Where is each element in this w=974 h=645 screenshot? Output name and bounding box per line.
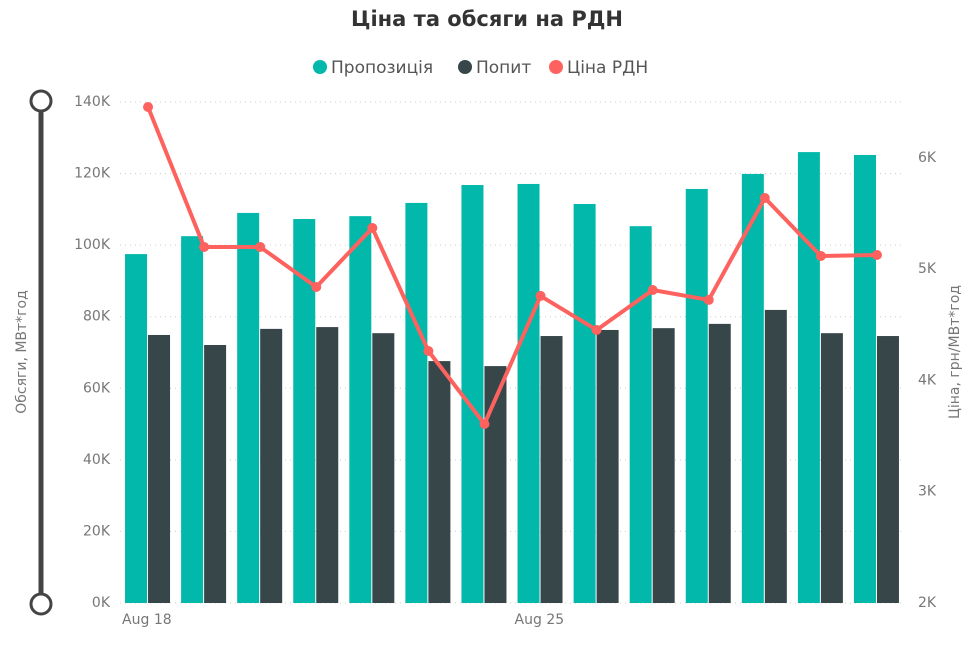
bar	[853, 154, 876, 603]
y2-tick-label: 5K	[918, 261, 937, 277]
line-point	[871, 249, 882, 260]
bar	[741, 173, 764, 603]
x-tick-label: Aug 18	[122, 612, 172, 628]
bar	[797, 152, 820, 603]
y-tick-label: 80K	[83, 309, 111, 325]
bar	[148, 334, 171, 603]
bar	[708, 323, 731, 603]
legend-label: Попит	[476, 58, 531, 78]
line	[146, 106, 877, 426]
line-point	[703, 294, 714, 305]
y2-tick-label: 4K	[918, 372, 937, 388]
legend-marker	[549, 60, 563, 74]
y2-tick-label: 6K	[918, 150, 937, 166]
y-tick-label: 0K	[92, 595, 111, 611]
bar	[181, 236, 204, 604]
bar	[820, 333, 843, 603]
bar	[876, 336, 899, 603]
y-tick-label: 40K	[83, 452, 111, 468]
legend-marker	[458, 60, 472, 74]
legend-label: Ціна РДН	[567, 58, 648, 78]
bar	[405, 202, 428, 603]
y-tick-label: 60K	[83, 380, 111, 396]
bar	[293, 219, 316, 603]
y2-tick-label: 2K	[918, 595, 937, 611]
line-point	[311, 282, 322, 293]
y-tick-label: 120K	[74, 166, 111, 182]
y-axis-title: Обсяги, МВт*год	[14, 290, 30, 414]
line-point	[815, 250, 826, 261]
slider-handle[interactable]	[29, 592, 53, 616]
bar	[685, 188, 708, 603]
chart-title: Ціна та обсяги на РДН	[351, 7, 623, 31]
bar	[125, 254, 148, 603]
line-point	[591, 324, 602, 335]
bar	[428, 361, 451, 603]
y-tick-label: 140K	[74, 94, 111, 110]
line-point	[255, 241, 266, 252]
bar	[484, 366, 507, 603]
y2-tick-label: 3K	[918, 484, 937, 500]
line-point	[199, 241, 210, 252]
y-tick-label: 100K	[74, 237, 111, 253]
bar	[764, 309, 787, 603]
line-point	[535, 290, 546, 301]
bar	[540, 336, 563, 603]
bar	[629, 226, 652, 603]
line-point	[423, 345, 434, 356]
line-point	[479, 418, 490, 429]
line-point	[647, 285, 658, 296]
slider-handle[interactable]	[29, 89, 53, 113]
y2-axis-title: Ціна, грн/МВт*год	[947, 285, 963, 419]
bar	[349, 216, 372, 603]
bar	[573, 203, 596, 603]
legend-marker	[313, 60, 327, 74]
bar	[316, 327, 339, 603]
line-point	[367, 222, 378, 233]
bar	[461, 185, 484, 603]
bar	[260, 328, 283, 603]
bar	[652, 328, 675, 603]
line-point	[759, 193, 770, 204]
y-tick-label: 20K	[83, 523, 111, 539]
bar	[372, 333, 395, 603]
bar	[204, 344, 227, 603]
slider[interactable]	[29, 89, 53, 616]
bar	[596, 329, 619, 603]
x-tick-label: Aug 25	[515, 612, 565, 628]
bar	[517, 183, 540, 603]
line-point	[143, 102, 154, 113]
bar	[237, 212, 260, 603]
legend-label: Пропозиція	[331, 58, 433, 78]
